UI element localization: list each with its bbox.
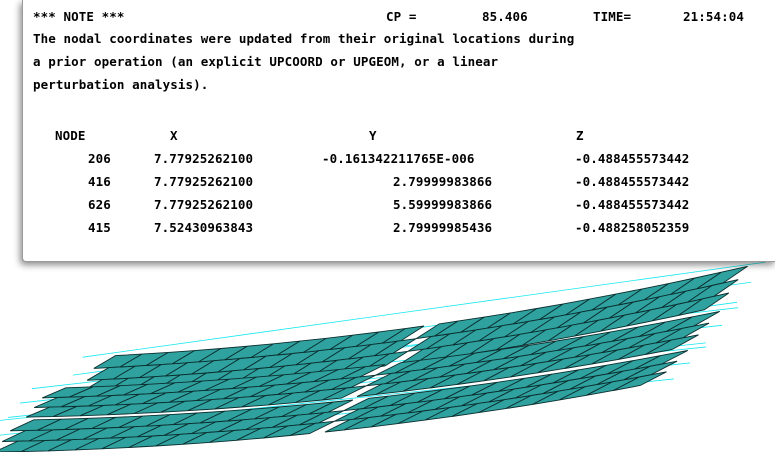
x-value: 7.52430963843: [154, 220, 254, 235]
mesh-element: [678, 292, 730, 316]
mesh-element: [613, 371, 667, 391]
mesh-plot: [0, 262, 766, 452]
column-header-x: X: [170, 128, 178, 143]
note-header: *** NOTE ***: [33, 9, 125, 24]
mesh-element: [290, 420, 335, 436]
node-id: 626: [88, 197, 111, 212]
mesh-element: [366, 350, 409, 369]
x-value: 7.77925262100: [154, 174, 254, 189]
node-id: 415: [88, 220, 111, 235]
node-id: 416: [88, 174, 111, 189]
z-value: -0.488258052359: [575, 220, 690, 235]
note-dialog: *** NOTE *** CP = 85.406 TIME= 21:54:04 …: [22, 0, 775, 262]
y-value: 5.59999983866: [393, 197, 493, 212]
y-value: 2.79999985436: [393, 220, 493, 235]
element-line: [82, 262, 766, 358]
z-value: -0.488455573442: [575, 151, 690, 166]
y-value: 2.79999983866: [393, 174, 493, 189]
node-id: 206: [88, 151, 111, 166]
x-value: 7.77925262100: [154, 197, 254, 212]
shell-mesh-bands: [0, 265, 748, 452]
z-value: -0.488455573442: [575, 174, 690, 189]
cp-value: 85.406: [482, 9, 528, 24]
cp-label: CP =: [386, 9, 417, 24]
time-value: 21:54:04: [683, 9, 745, 24]
message-line: perturbation analysis).: [33, 77, 209, 92]
message-line: a prior operation (an explicit UPCOORD o…: [33, 54, 499, 69]
mesh-element: [322, 385, 367, 401]
time-label: TIME=: [593, 9, 632, 24]
column-header-z: Z: [576, 128, 584, 143]
column-header-y: Y: [369, 128, 377, 143]
message-line: The nodal coordinates were updated from …: [33, 31, 575, 46]
column-header-node: NODE: [55, 128, 86, 143]
z-value: -0.488455573442: [575, 197, 690, 212]
mesh-element: [645, 334, 699, 355]
x-value: 7.77925262100: [154, 151, 254, 166]
y-value: -0.161342211765E-006: [322, 151, 475, 166]
